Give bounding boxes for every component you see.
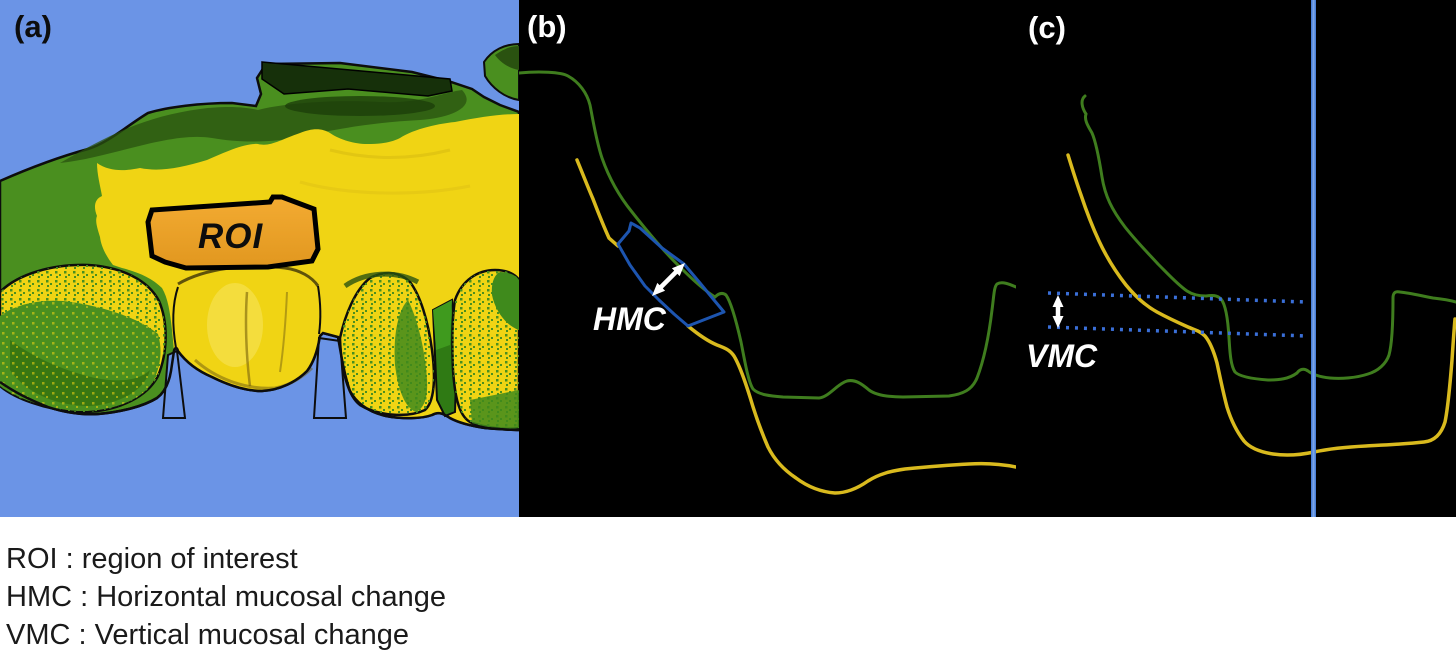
- right-tooth-2: [451, 268, 519, 431]
- roi-annotation: ROI: [198, 217, 264, 256]
- legend-line-vmc: VMC : Vertical mucosal change: [6, 619, 409, 651]
- ridge-shadow-blob: [285, 96, 435, 116]
- roi-box: [145, 194, 321, 271]
- gum-wrinkle: [299, 180, 471, 195]
- tooth-gap: [312, 336, 348, 419]
- panel-c-graphic: [1016, 0, 1456, 517]
- legend-line-hmc: HMC : Horizontal mucosal change: [6, 581, 447, 613]
- legend-line-roi: ROI : region of interest: [6, 543, 298, 575]
- contour-green-post: [519, 70, 1016, 400]
- left-tooth: [0, 263, 167, 414]
- hmc-measurement-band: [616, 221, 726, 328]
- panel-b-label: (b): [527, 9, 567, 44]
- panel-a-graphic: [0, 0, 519, 517]
- central-tooth: [172, 264, 322, 390]
- panel-a-label: (a): [14, 9, 52, 44]
- panel-b-hmc-section: [519, 0, 1016, 517]
- vmc-arrow: [1052, 295, 1064, 328]
- section-plane-line: [1311, 0, 1316, 517]
- hmc-annotation: HMC: [593, 301, 666, 337]
- right-tooth-1: [338, 271, 436, 417]
- dark-ridge-strip: [261, 61, 453, 97]
- vmc-annotation: VMC: [1026, 338, 1098, 374]
- panel-c-vmc-section: [1016, 0, 1456, 517]
- contour-yellow-pre: [1066, 153, 1456, 457]
- panel-a-3d-scan: [0, 0, 519, 517]
- panel-b-graphic: [519, 0, 1016, 517]
- gum-wrinkle: [329, 148, 451, 159]
- panel-c-label: (c): [1028, 10, 1066, 45]
- contour-yellow-pre-upper: [575, 158, 620, 248]
- interdental-wedge: [431, 298, 459, 418]
- contour-yellow-pre-lower: [686, 324, 1016, 495]
- teeth-outline: [0, 331, 519, 432]
- corner-green-piece: [482, 42, 519, 102]
- hmc-arrow: [652, 263, 685, 296]
- figure-legend: ROI : region of interest HMC : Horizonta…: [6, 540, 446, 654]
- contour-green-post: [1080, 94, 1456, 382]
- vmc-dotted-line-lower: [1047, 325, 1309, 338]
